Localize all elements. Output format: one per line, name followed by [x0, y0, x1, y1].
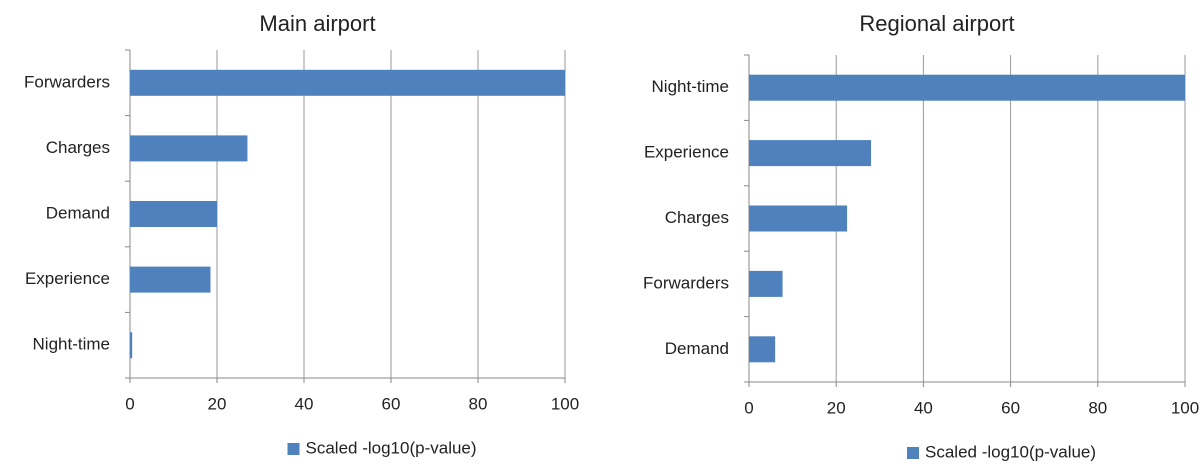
- x-tick-label: 100: [1171, 398, 1199, 417]
- x-tick-label: 80: [1088, 398, 1107, 417]
- bar: [749, 270, 783, 297]
- y-tick-label: Demand: [665, 339, 729, 358]
- y-tick-label: Experience: [644, 143, 729, 162]
- x-tick-label: 60: [1001, 398, 1020, 417]
- y-tick-label: Charges: [46, 138, 110, 157]
- bar: [130, 201, 217, 227]
- x-tick-label: 0: [744, 398, 753, 417]
- bar: [749, 336, 776, 363]
- x-tick-label: 40: [914, 398, 933, 417]
- chart-title: Regional airport: [859, 11, 1014, 36]
- bar: [749, 74, 1185, 101]
- bar: [130, 135, 248, 162]
- x-tick-label: 20: [208, 394, 227, 413]
- legend-swatch: [907, 447, 919, 459]
- bar: [130, 266, 211, 293]
- legend-swatch: [287, 443, 300, 455]
- y-tick-label: Night-time: [652, 77, 729, 96]
- y-tick-label: Forwarders: [643, 273, 729, 292]
- bar: [130, 332, 133, 359]
- y-tick-label: Night-time: [33, 335, 110, 354]
- x-tick-label: 80: [469, 394, 488, 413]
- y-tick-label: Charges: [665, 208, 729, 227]
- legend-label: Scaled -log10(p-value): [925, 442, 1096, 461]
- x-tick-label: 100: [551, 394, 579, 413]
- y-tick-label: Forwarders: [24, 72, 110, 91]
- x-tick-label: 20: [827, 398, 846, 417]
- chart-title: Main airport: [259, 11, 375, 36]
- x-tick-label: 0: [125, 394, 134, 413]
- x-tick-label: 40: [295, 394, 314, 413]
- legend-label: Scaled -log10(p-value): [306, 438, 477, 457]
- bar: [749, 140, 872, 167]
- bar: [749, 205, 848, 232]
- y-tick-label: Demand: [46, 203, 110, 222]
- y-tick-label: Experience: [25, 269, 110, 288]
- x-tick-label: 60: [382, 394, 401, 413]
- bar: [130, 69, 565, 96]
